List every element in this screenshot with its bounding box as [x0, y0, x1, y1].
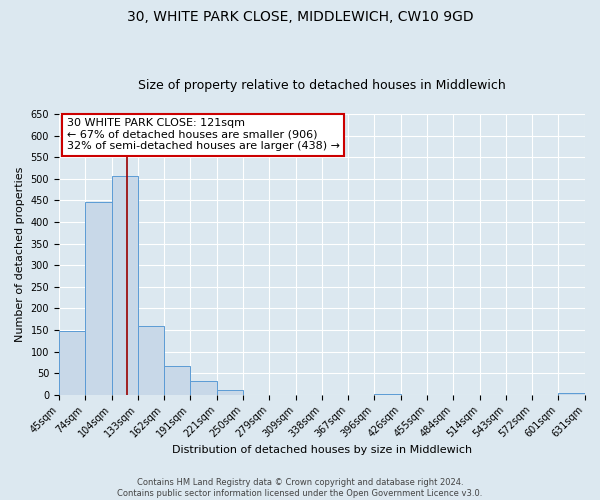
Text: Contains HM Land Registry data © Crown copyright and database right 2024.
Contai: Contains HM Land Registry data © Crown c…: [118, 478, 482, 498]
Bar: [217, 390, 243, 394]
Text: 30, WHITE PARK CLOSE, MIDDLEWICH, CW10 9GD: 30, WHITE PARK CLOSE, MIDDLEWICH, CW10 9…: [127, 10, 473, 24]
Bar: [190, 381, 217, 394]
Bar: [59, 331, 85, 394]
Text: 30 WHITE PARK CLOSE: 121sqm
← 67% of detached houses are smaller (906)
32% of se: 30 WHITE PARK CLOSE: 121sqm ← 67% of det…: [67, 118, 340, 152]
Bar: [85, 202, 112, 394]
Bar: [112, 176, 138, 394]
Bar: [138, 326, 164, 394]
Y-axis label: Number of detached properties: Number of detached properties: [15, 166, 25, 342]
Title: Size of property relative to detached houses in Middlewich: Size of property relative to detached ho…: [138, 79, 506, 92]
X-axis label: Distribution of detached houses by size in Middlewich: Distribution of detached houses by size …: [172, 445, 472, 455]
Bar: [164, 366, 190, 394]
